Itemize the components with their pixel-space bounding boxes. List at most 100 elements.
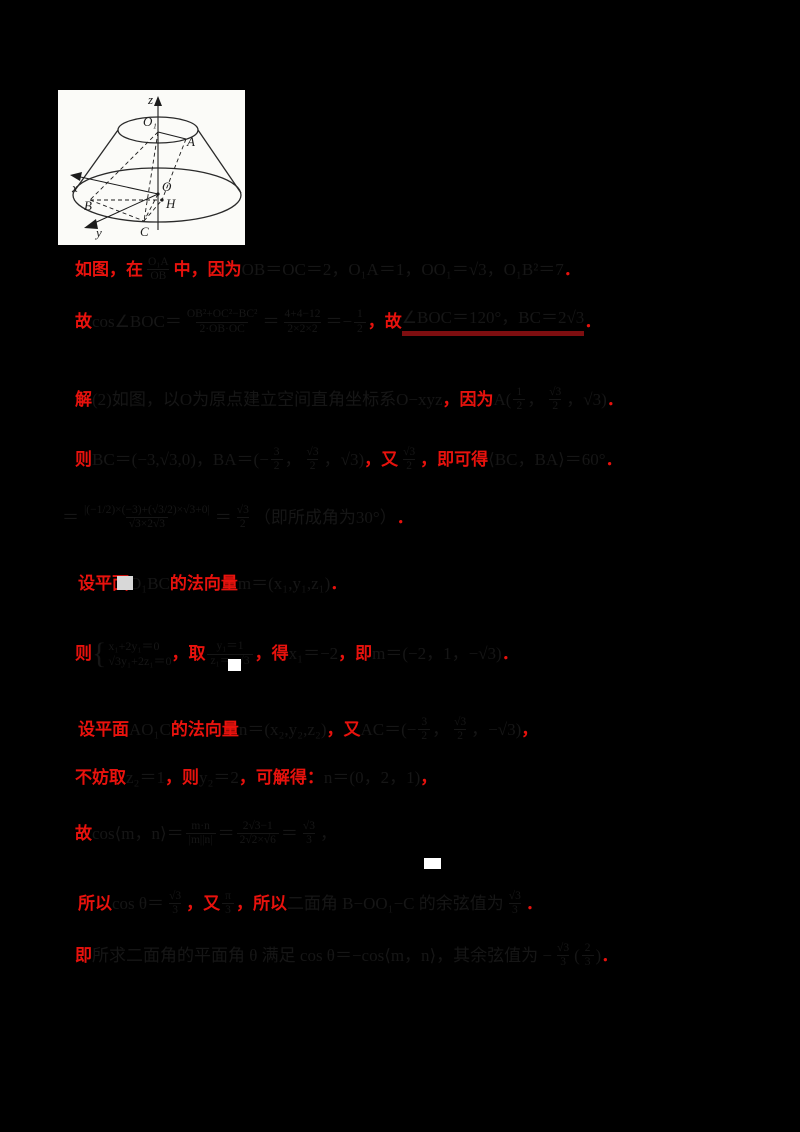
artifact-patch xyxy=(228,659,241,671)
math-fraction: 4+4−12 2×2×2 xyxy=(284,308,321,335)
highlighted-text: ． xyxy=(396,507,414,527)
highlighted-text: 又 xyxy=(343,719,361,739)
math-text: cos∠BOC＝ xyxy=(92,312,182,331)
y-axis xyxy=(89,193,159,226)
point-o xyxy=(156,192,160,196)
frustum-figure: z x xyxy=(58,90,245,245)
highlighted-text: ． xyxy=(563,259,581,279)
math-fraction: √3 3 xyxy=(302,820,315,847)
math-text: (2)如图，以O为原点建立空间直角坐标系O−xyz xyxy=(92,389,443,409)
label-h: H xyxy=(165,196,176,211)
highlighted-text: ， xyxy=(171,643,189,663)
math-text: 二面角 B−OO₁−C 的余弦值为 xyxy=(286,893,504,913)
math-fraction: √3 2 xyxy=(306,446,319,473)
math-text: ＝ xyxy=(217,823,235,843)
math-text: ，−√3) xyxy=(471,719,522,739)
math-line: 即所求二面角的平面角 θ 满足 cos θ＝−cos⟨m，n⟩，其余弦值为 − √… xyxy=(75,942,618,969)
highlighted-text: 的法向量 xyxy=(170,719,239,739)
math-fraction: √3 2 xyxy=(403,446,416,473)
highlighted-text: 设平面 xyxy=(78,574,129,593)
highlighted-text: 则 xyxy=(75,449,92,469)
math-text: ＝ xyxy=(214,507,232,527)
math-line: 设平面 AO₁C 的法向量 n＝(x₂,y₂,z₂)，又 AC＝(− 3 2， √3 2 ，−√3… xyxy=(78,716,538,743)
highlighted-text: 故 xyxy=(75,823,92,843)
math-text: ＝ xyxy=(280,823,298,843)
math-text: A( xyxy=(493,389,512,409)
artifact-patch xyxy=(424,858,441,869)
highlighted-text: 又 xyxy=(381,449,399,469)
right-slant xyxy=(197,129,242,194)
highlighted-text: ，可解得： xyxy=(238,768,324,787)
highlighted-text: 即 xyxy=(75,945,92,965)
math-fraction: |(−1/2)×(−3)+(√3/2)×√3+0| √3×2√3 xyxy=(84,504,210,531)
o1-a-segment xyxy=(157,131,187,140)
math-fraction: 2√3−1 2√2×√6 xyxy=(236,820,279,847)
highlighted-text: ． xyxy=(605,449,623,469)
math-text: 所求二面角的平面角 θ 满足 cos θ＝−cos⟨m，n⟩，其余弦值为 − xyxy=(92,945,553,965)
label-x: x xyxy=(71,180,78,195)
math-fraction: √3 2 xyxy=(236,504,249,531)
bottom-circle xyxy=(72,167,242,223)
highlighted-text: ， xyxy=(420,768,438,787)
math-line: 故 cos⟨m，n⟩＝ m·n |m||n| ＝ 2√3−1 2√2×√6 ＝ √3 3， xyxy=(75,820,337,847)
highlighted-text: 的法向量 xyxy=(169,574,238,593)
highlighted-text: 故 xyxy=(75,312,92,331)
math-line: 设平面 O₁BC 的法向量 m＝(x₁,y₁,z₁) ． xyxy=(78,574,347,594)
highlighted-text: ． xyxy=(330,574,348,593)
highlighted-text: 因为 xyxy=(207,259,242,279)
math-text: AC＝(− xyxy=(360,719,417,739)
highlighted-text: ，则 xyxy=(164,768,199,787)
math-text: ，√3) xyxy=(566,389,607,409)
x-axis-arrow xyxy=(70,172,82,181)
label-y: y xyxy=(94,225,102,240)
math-text: m＝(x₁,y₁,z₁) xyxy=(237,574,331,593)
highlighted-text: 设平面 xyxy=(78,719,129,739)
math-fraction: √3 2 xyxy=(454,716,467,743)
highlighted-text: 则 xyxy=(75,643,92,663)
highlighted-text: ， xyxy=(235,893,253,913)
highlighted-text: ， xyxy=(364,449,382,469)
label-c: C xyxy=(140,224,149,239)
highlighted-text: ． xyxy=(601,945,619,965)
math-text: ， xyxy=(527,389,545,409)
highlighted-text: ， xyxy=(420,449,438,469)
math-text: ＝− xyxy=(325,312,353,331)
highlighted-text: ． xyxy=(584,312,602,331)
label-b: B xyxy=(84,198,92,213)
math-text: O₁BC xyxy=(129,574,170,593)
highlighted-text: ， xyxy=(254,643,272,663)
highlighted-text: 即 xyxy=(355,643,373,663)
math-fraction: O₁A OB xyxy=(147,256,170,283)
label-o1: O₁ xyxy=(143,114,157,129)
highlighted-text: 取 xyxy=(188,643,206,663)
highlighted-text: ． xyxy=(606,389,624,409)
math-text: ， xyxy=(319,823,337,843)
left-slant xyxy=(72,129,119,194)
highlighted-text: ， xyxy=(326,719,344,739)
math-line: 则{x₁+2y₁＝0√3y₁+2z₁＝0，取y₁＝1z₁＝−√3，得x₁＝−2，… xyxy=(75,636,519,672)
math-text: n＝(0，2，1) xyxy=(323,768,421,787)
x-axis xyxy=(75,175,159,195)
math-fraction: √3 3 xyxy=(169,890,182,917)
highlighted-text: ． xyxy=(501,643,519,663)
highlighted-text: 所以 xyxy=(252,893,287,913)
highlighted-text: 解 xyxy=(75,389,92,409)
math-text: z₂＝1 xyxy=(126,768,165,787)
highlighted-text: 所以 xyxy=(78,893,112,913)
math-text: ＝ xyxy=(262,312,280,331)
math-line: 如图，在 O₁A OB 中， 因为 OB＝OC＝2，O₁A＝1，OO₁＝√3，O₁B²＝… xyxy=(75,256,581,283)
math-text: ，√3) xyxy=(323,449,365,469)
math-line: ＝ |(−1/2)×(−3)+(√3/2)×√3+0| √3×2√3 ＝ √3 2 （即所成… xyxy=(62,504,414,531)
math-line: 则 BC＝(−3,√3,0)，BA＝(− 3 2， √3 2 ，√3)，又 √3 2，即可得 ⟨B… xyxy=(75,446,623,473)
construction-lines xyxy=(89,131,187,222)
frustum-diagram: z x xyxy=(70,92,242,240)
math-line: 不妨取 z₂＝1 ，则 y₂＝2 ，可解得： n＝(0，2，1)， xyxy=(75,768,437,788)
math-text: ， xyxy=(284,449,302,469)
highlighted-text: 因为 xyxy=(459,389,494,409)
highlighted-text: 如图，在 xyxy=(75,259,143,279)
